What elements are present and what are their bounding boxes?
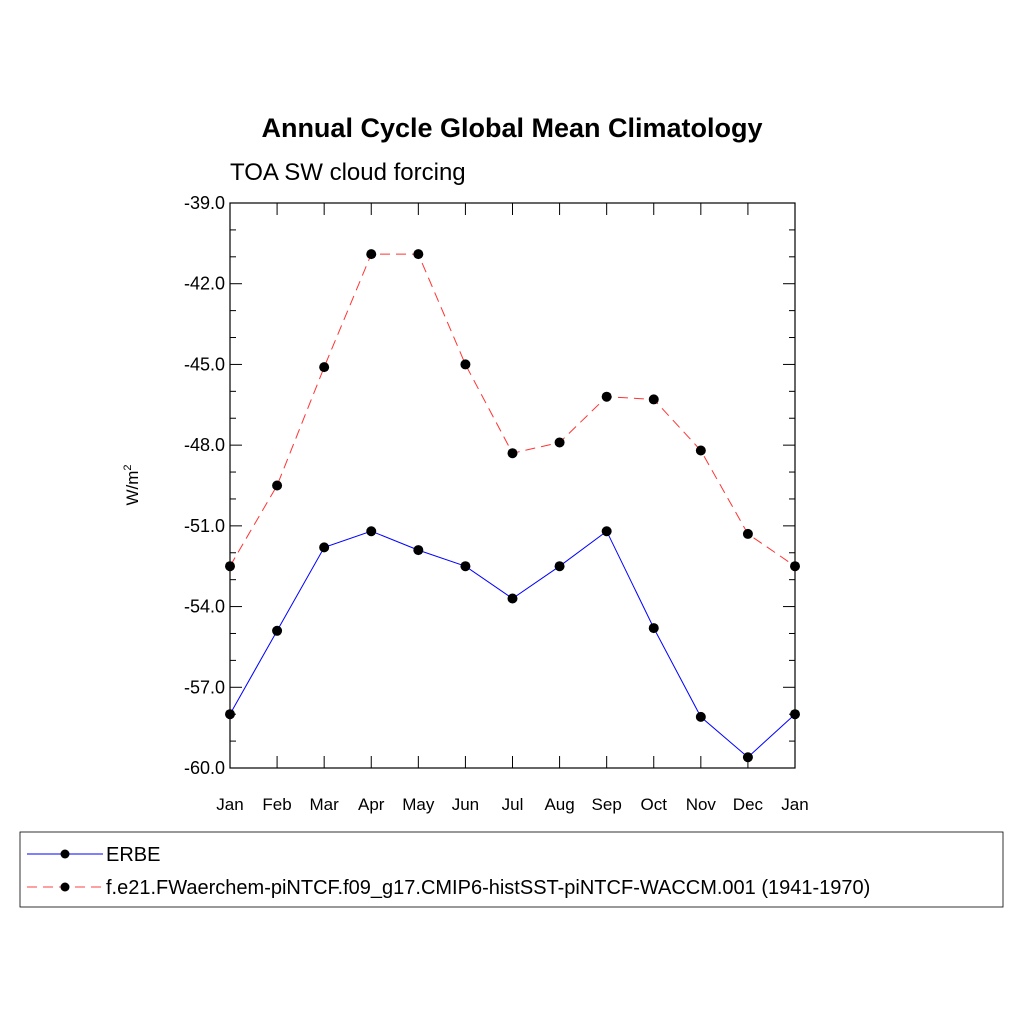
y-tick-label: -57.0: [184, 677, 225, 697]
data-point-model: [695, 445, 706, 456]
data-point-model: [742, 528, 753, 539]
y-tick-label: -54.0: [184, 597, 225, 617]
y-tick-label: -39.0: [184, 193, 225, 213]
data-point-erbe: [601, 526, 612, 537]
y-axis-label-superscript: 2: [122, 464, 134, 470]
legend-marker-model: [60, 882, 70, 892]
y-tick-label: -60.0: [184, 758, 225, 778]
data-point-erbe: [554, 561, 565, 572]
plot-frame: [229, 202, 796, 769]
series-layer: [225, 249, 800, 763]
series-line-model: [229, 253, 796, 567]
data-point-erbe: [460, 561, 471, 572]
x-tick-label: May: [402, 795, 435, 814]
data-point-model: [790, 561, 800, 572]
x-tick-label: Jan: [781, 795, 808, 814]
data-point-erbe: [272, 625, 283, 636]
data-point-erbe: [648, 623, 659, 634]
svg-text:W/m2: W/m2: [122, 464, 142, 505]
legend-marker-erbe: [60, 849, 70, 859]
x-tick-label: Jun: [452, 795, 479, 814]
legend-item-erbe: ERBE: [27, 844, 160, 866]
y-tick-label: -42.0: [184, 274, 225, 294]
data-point-model: [648, 394, 659, 405]
data-point-erbe: [413, 545, 424, 556]
x-tick-label: Apr: [358, 795, 385, 814]
x-tick-label: Dec: [733, 795, 764, 814]
x-tick-label: Mar: [310, 795, 340, 814]
data-point-model: [507, 448, 518, 459]
data-point-model: [225, 561, 235, 572]
y-tick-label: -48.0: [184, 435, 225, 455]
axis-ticks: -60.0 -57.0 -54.0 -51.0 -48.0 -45.0 -42.0 -39.0…: [184, 193, 809, 814]
x-tick-label: Jan: [216, 795, 243, 814]
data-point-erbe: [742, 752, 753, 763]
data-point-model: [554, 437, 565, 448]
data-point-erbe: [695, 711, 706, 722]
series-line-erbe: [229, 530, 796, 758]
data-point-model: [319, 362, 330, 373]
data-point-erbe: [225, 709, 235, 720]
data-point-erbe: [790, 709, 800, 720]
y-tick-label: -45.0: [184, 354, 225, 374]
x-tick-label: Feb: [262, 795, 291, 814]
data-point-model: [601, 391, 612, 402]
chart-subtitle: TOA SW cloud forcing: [230, 159, 466, 186]
y-axis-label-text: W/m: [123, 471, 142, 506]
legend-label-model: f.e21.FWaerchem-piNTCF.f09_g17.CMIP6-his…: [106, 877, 870, 899]
data-point-erbe: [319, 542, 330, 553]
legend-label-erbe: ERBE: [106, 844, 160, 866]
legend-box: [19, 831, 1004, 908]
data-point-erbe: [507, 593, 518, 604]
data-point-model: [460, 359, 471, 370]
data-point-model: [366, 249, 377, 260]
chart-title: Annual Cycle Global Mean Climatology: [261, 113, 762, 143]
legend-item-model: f.e21.FWaerchem-piNTCF.f09_g17.CMIP6-his…: [27, 877, 870, 899]
x-tick-label: Sep: [592, 795, 622, 814]
x-tick-label: Oct: [641, 795, 668, 814]
y-tick-label: -51.0: [184, 516, 225, 536]
x-tick-label: Nov: [686, 795, 717, 814]
data-point-erbe: [366, 526, 377, 537]
x-tick-label: Jul: [502, 795, 524, 814]
data-point-model: [272, 480, 283, 491]
data-point-model: [413, 249, 424, 260]
y-axis-label: W/m2: [122, 464, 142, 505]
x-tick-label: Aug: [544, 795, 574, 814]
